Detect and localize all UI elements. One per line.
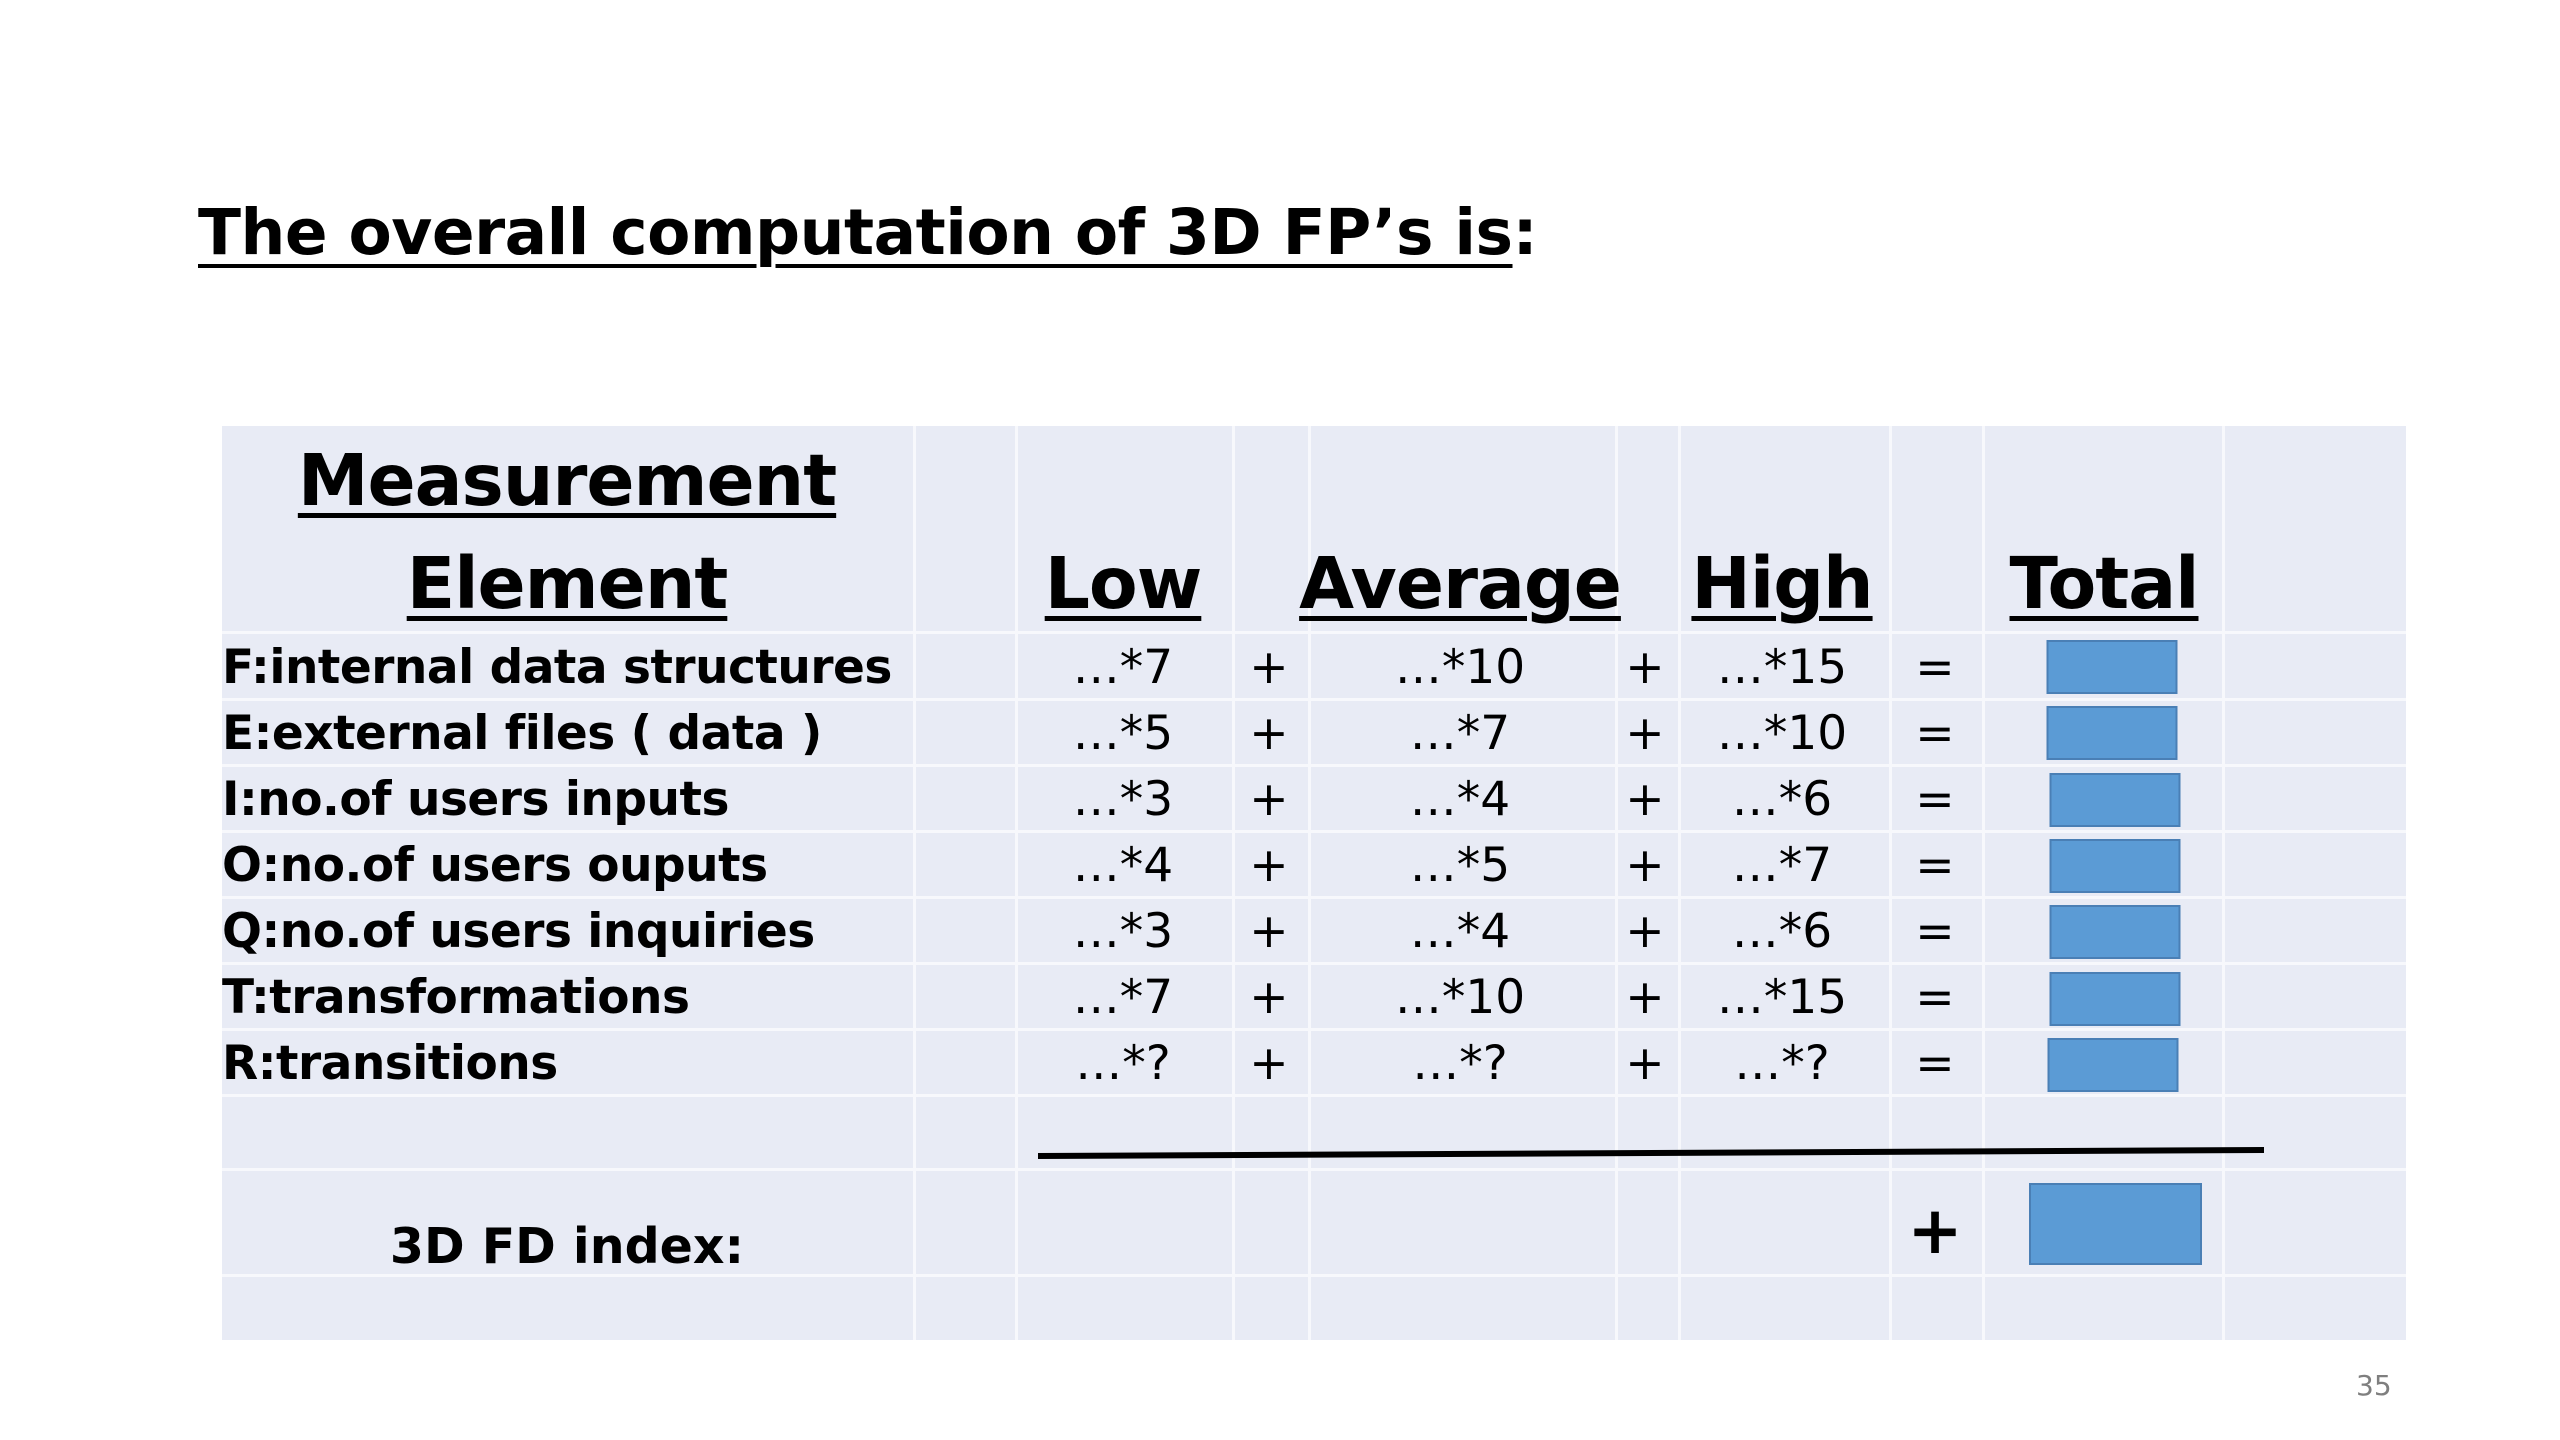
total-box xyxy=(2046,640,2178,694)
row-label: O:no.of users ouputs xyxy=(222,838,768,893)
grid-line xyxy=(1889,426,1892,1340)
total-box xyxy=(2049,905,2181,959)
grid-line xyxy=(222,698,2406,701)
plus-operator: + xyxy=(1249,904,1289,959)
plus-operator: + xyxy=(1249,1036,1289,1091)
header-high: High xyxy=(1691,542,1873,625)
high-cell: …*7 xyxy=(1731,838,1833,893)
high-cell: …*15 xyxy=(1716,970,1848,1025)
high-cell: …*6 xyxy=(1731,772,1833,827)
low-cell: …*? xyxy=(1075,1036,1171,1091)
row-label: R:transitions xyxy=(222,1036,558,1091)
average-cell: …*10 xyxy=(1394,640,1526,695)
header-total: Total xyxy=(2009,542,2200,625)
average-cell: …*10 xyxy=(1394,970,1526,1025)
total-box xyxy=(2046,706,2178,760)
total-box xyxy=(2049,839,2181,893)
total-box xyxy=(2049,773,2181,827)
grid-line xyxy=(222,764,2406,767)
grid-line xyxy=(1308,426,1311,1340)
page-number: 35 xyxy=(2356,1369,2392,1402)
plus-operator: + xyxy=(1249,706,1289,761)
plus-operator: + xyxy=(1625,904,1665,959)
index-plus-operator: + xyxy=(1907,1192,1963,1269)
plus-operator: + xyxy=(1249,838,1289,893)
plus-operator: + xyxy=(1625,838,1665,893)
index-total-box xyxy=(2029,1183,2202,1265)
plus-operator: + xyxy=(1625,970,1665,1025)
average-cell: …*4 xyxy=(1409,904,1511,959)
average-cell: …*5 xyxy=(1409,838,1511,893)
low-cell: …*7 xyxy=(1072,970,1174,1025)
plus-operator: + xyxy=(1249,772,1289,827)
equals-operator: = xyxy=(1915,838,1955,893)
row-label: E:external files ( data ) xyxy=(222,706,822,761)
slide-title-text: The overall computation of 3D FP’s is xyxy=(198,196,1513,269)
equals-operator: = xyxy=(1915,1036,1955,1091)
row-label: T:transformations xyxy=(222,970,690,1025)
slide-title: The overall computation of 3D FP’s is: xyxy=(198,188,1538,278)
header-element-line2: Element xyxy=(406,542,729,625)
row-label: Q:no.of users inquiries xyxy=(222,904,815,959)
total-box xyxy=(2049,972,2181,1026)
grid-line xyxy=(2222,426,2225,1340)
total-box xyxy=(2047,1038,2179,1092)
plus-operator: + xyxy=(1625,772,1665,827)
grid-line xyxy=(222,1168,2406,1171)
row-label: I:no.of users inputs xyxy=(222,772,729,827)
plus-operator: + xyxy=(1625,706,1665,761)
high-cell: …*6 xyxy=(1731,904,1833,959)
header-average: Average xyxy=(1299,542,1622,625)
equals-operator: = xyxy=(1915,706,1955,761)
average-cell: …*7 xyxy=(1409,706,1511,761)
grid-line xyxy=(913,426,916,1340)
equals-operator: = xyxy=(1915,640,1955,695)
plus-operator: + xyxy=(1249,640,1289,695)
equals-operator: = xyxy=(1915,970,1955,1025)
grid-line xyxy=(222,830,2406,833)
grid-line xyxy=(222,631,2406,634)
plus-operator: + xyxy=(1625,640,1665,695)
grid-line xyxy=(1678,426,1681,1340)
high-cell: …*? xyxy=(1734,1036,1830,1091)
high-cell: …*10 xyxy=(1716,706,1848,761)
index-label: 3D FD index: xyxy=(389,1218,745,1275)
grid-line xyxy=(222,1274,2406,1277)
average-cell: …*4 xyxy=(1409,772,1511,827)
grid-line xyxy=(222,1028,2406,1031)
header-low: Low xyxy=(1044,542,1203,625)
equals-operator: = xyxy=(1915,904,1955,959)
low-cell: …*3 xyxy=(1072,904,1174,959)
grid-line xyxy=(1982,426,1985,1340)
high-cell: …*15 xyxy=(1716,640,1848,695)
header-element-line1: Measurement xyxy=(297,439,837,522)
low-cell: …*4 xyxy=(1072,838,1174,893)
average-cell: …*? xyxy=(1412,1036,1508,1091)
grid-line xyxy=(222,962,2406,965)
equals-operator: = xyxy=(1915,772,1955,827)
grid-line xyxy=(222,896,2406,899)
slide-title-colon: : xyxy=(1512,196,1538,269)
sum-line xyxy=(1037,1147,2265,1159)
low-cell: …*7 xyxy=(1072,640,1174,695)
low-cell: …*5 xyxy=(1072,706,1174,761)
plus-operator: + xyxy=(1249,970,1289,1025)
grid-line xyxy=(1615,426,1618,1340)
grid-line xyxy=(1015,426,1018,1340)
grid-line xyxy=(1232,426,1235,1340)
plus-operator: + xyxy=(1625,1036,1665,1091)
low-cell: …*3 xyxy=(1072,772,1174,827)
row-label: F:internal data structures xyxy=(222,640,892,695)
grid-line xyxy=(222,1094,2406,1097)
